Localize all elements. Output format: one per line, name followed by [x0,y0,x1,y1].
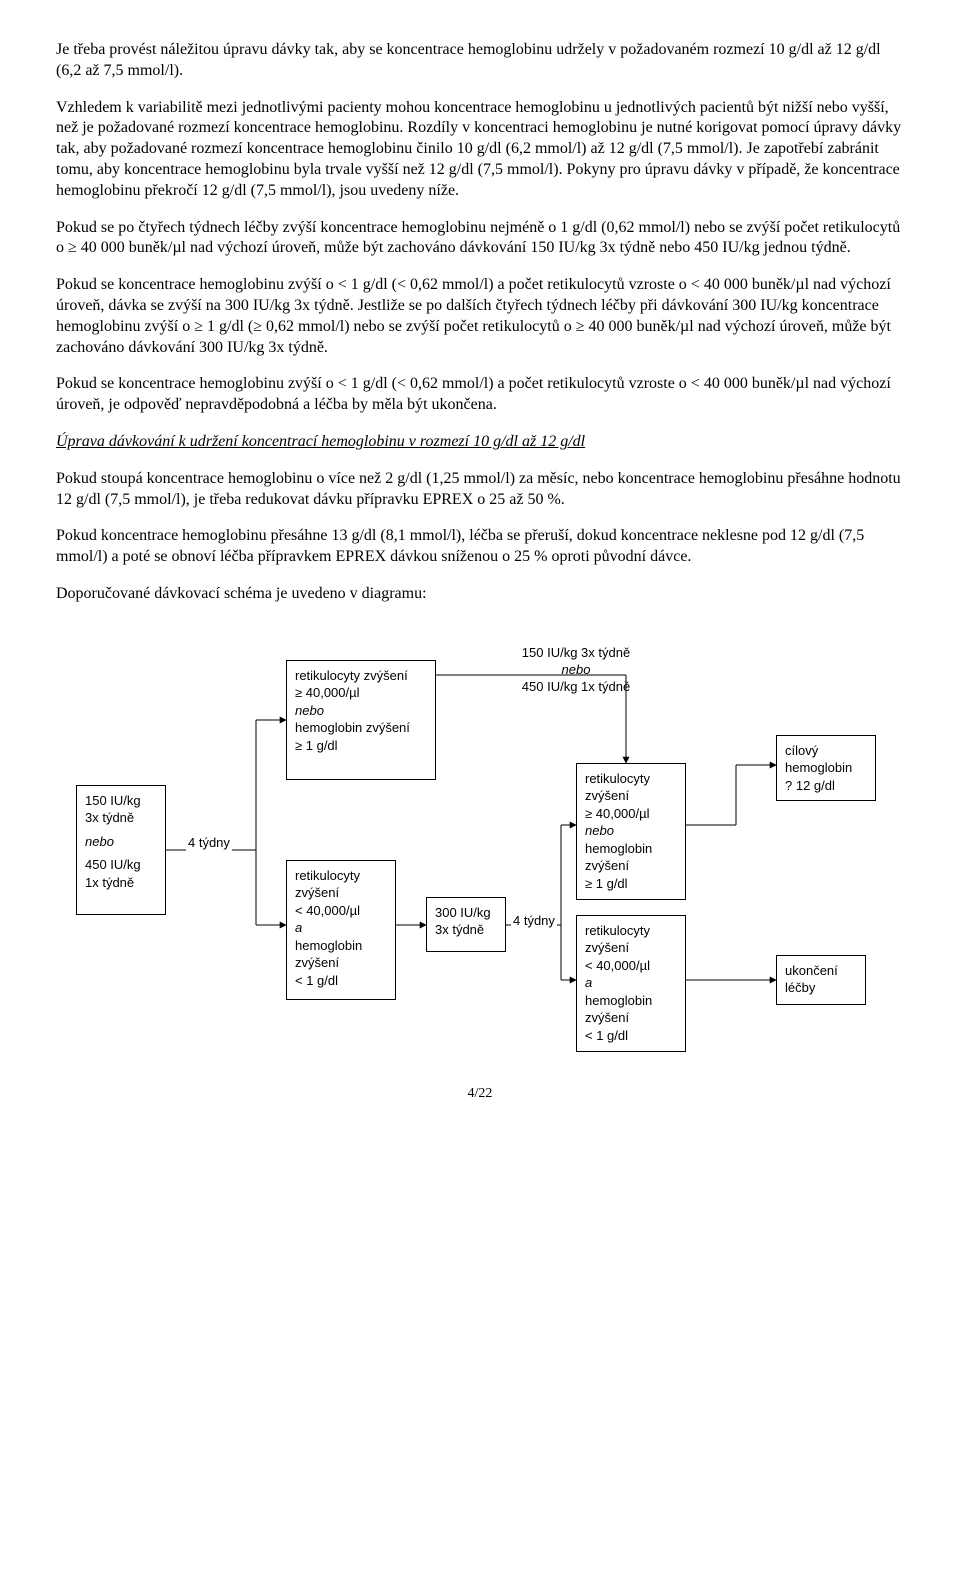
flowchart-node: cílovýhemoglobin? 12 g/dl [776,735,876,802]
flowchart-node: retikulocyty zvýšení≥ 40,000/µlnebohemog… [286,660,436,780]
flowchart-edge-label: 4 týdny [511,913,557,930]
paragraph: Pokud se koncentrace hemoglobinu zvýší o… [56,374,904,416]
paragraph: Pokud se koncentrace hemoglobinu zvýší o… [56,275,904,358]
flowchart-node: retikulocytyzvýšení< 40,000/µlahemoglobi… [576,915,686,1052]
section-heading: Úprava dávkování k udržení koncentrací h… [56,432,904,453]
dosing-flowchart: 150 IU/kg3x týdně nebo 450 IU/kg1x týdně… [56,625,906,1055]
page-number: 4/22 [56,1085,904,1103]
paragraph: Pokud stoupá koncentrace hemoglobinu o v… [56,469,904,511]
flowchart-node: retikulocytyzvýšení≥ 40,000/µlnebohemogl… [576,763,686,900]
flowchart-node: 150 IU/kg3x týdně nebo 450 IU/kg1x týdně [76,785,166,915]
paragraph: Je třeba provést náležitou úpravu dávky … [56,40,904,82]
paragraph: Doporučované dávkovací schéma je uvedeno… [56,584,904,605]
flowchart-top-label: 150 IU/kg 3x týdněnebo450 IU/kg 1x týdně [486,645,666,696]
flowchart-node: retikulocytyzvýšení< 40,000/µlahemoglobi… [286,860,396,1000]
paragraph: Vzhledem k variabilitě mezi jednotlivými… [56,98,904,202]
flowchart-node: ukončeníléčby [776,955,866,1005]
paragraph: Pokud se po čtyřech týdnech léčby zvýší … [56,218,904,260]
paragraph: Pokud koncentrace hemoglobinu přesáhne 1… [56,526,904,568]
flowchart-node: 300 IU/kg3x týdně [426,897,506,952]
flowchart-edge-label: 4 týdny [186,835,232,852]
